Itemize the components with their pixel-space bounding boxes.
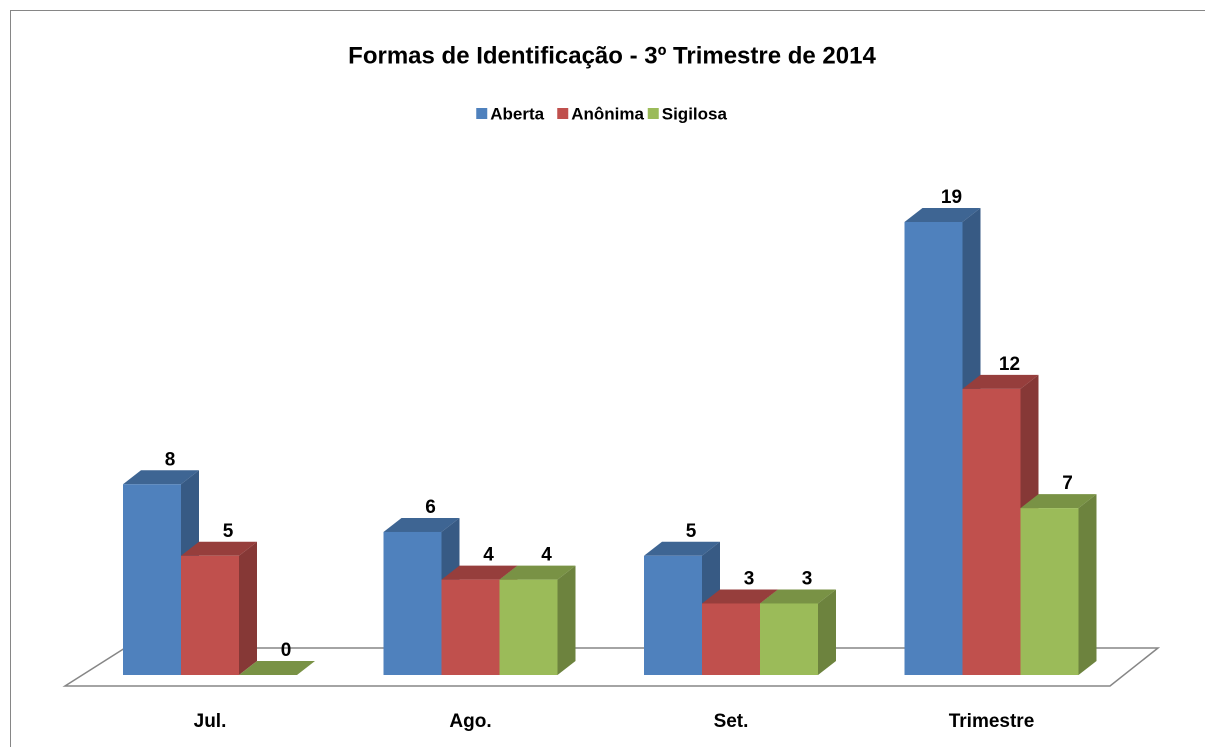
bar-top [962,374,1039,389]
data-label: 4 [483,545,494,566]
legend-label: Anônima [571,104,644,123]
bar-top [1020,494,1097,509]
data-label: 12 [999,354,1020,375]
bar-side [1078,494,1097,675]
x-tick-label: Jul. [194,711,227,732]
bar-top [441,565,518,580]
bar-top [181,541,257,556]
bar-top [499,565,576,580]
bar-front [644,555,702,675]
legend: Aberta Anônima Sigilosa [476,104,727,123]
x-tick-label: Set. [714,711,749,732]
bar-front [702,603,760,675]
x-tick-label: Trimestre [949,711,1035,732]
bar [181,541,257,675]
x-tick-label: Ago. [449,711,491,732]
data-label: 19 [941,187,962,208]
bar-front [760,603,818,675]
data-label: 0 [281,640,292,661]
bar [499,565,576,675]
bar-front [123,484,181,675]
floor [62,647,1161,687]
bar [1020,494,1097,675]
bar-top [760,589,836,604]
bar-top [123,470,199,485]
legend-swatch [647,108,659,119]
data-label: 8 [165,449,176,470]
bar-front [499,579,558,675]
bar-top [702,589,778,604]
bar-front [904,222,963,675]
bar-top [644,541,720,556]
bar-top [904,208,981,222]
legend-label: Aberta [490,104,544,123]
data-label: 6 [425,497,436,518]
bar-top [239,661,315,675]
bar-front [1020,508,1079,675]
legend-label: Sigilosa [662,104,728,123]
data-label: 3 [802,568,813,589]
legend-swatch [476,108,488,119]
bar-front [962,388,1021,675]
bar-side [818,589,836,675]
data-label: 7 [1062,473,1073,494]
chart-title: Formas de Identificação - 3º Trimestre d… [348,42,876,69]
legend-swatch [557,108,569,119]
data-label: 3 [744,568,755,589]
data-label: 5 [686,521,697,542]
bar-top [383,517,460,532]
data-label: 4 [541,545,552,566]
bar-front [383,531,442,675]
bar-front [181,555,239,675]
bar-front [441,579,500,675]
bar-side [557,565,576,675]
data-label: 5 [223,521,234,542]
bar [239,661,315,675]
bar-side [239,541,257,675]
bar [760,589,836,675]
